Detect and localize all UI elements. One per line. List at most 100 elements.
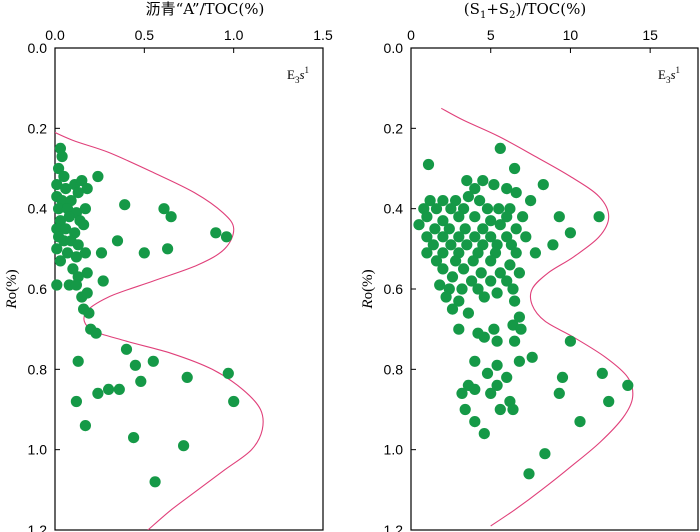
x-tick-label-left: 0.5: [135, 27, 155, 43]
x-ticks-left: 0.0 0.5 1.0 1.5: [45, 27, 333, 53]
data-point-left: [228, 395, 240, 408]
data-point-right: [469, 383, 481, 395]
y-axis-label-right: Ro(%): [360, 269, 376, 309]
data-point-right: [469, 211, 481, 223]
data-point-left: [58, 170, 70, 183]
data-point-right: [485, 215, 497, 227]
data-point-left: [95, 247, 108, 259]
data-point-right: [488, 323, 500, 335]
x-tick-label-left: 1.0: [224, 27, 244, 43]
data-point-right: [510, 223, 522, 235]
data-point-right: [485, 255, 497, 267]
data-point-right: [459, 403, 471, 416]
data-point-left: [222, 367, 234, 379]
x-tick-label-right: 10: [563, 27, 579, 43]
data-point-right: [437, 195, 449, 207]
data-point-right: [491, 359, 503, 371]
data-point-right: [445, 203, 457, 215]
data-point-right: [421, 231, 433, 243]
data-point-right: [437, 263, 449, 275]
data-point-right: [472, 283, 484, 295]
x-tick-label-left: 1.5: [313, 27, 333, 43]
data-point-left: [78, 219, 90, 231]
y-tick-label-left: 0.4: [28, 201, 48, 217]
data-point-right: [422, 158, 435, 171]
chart-title-left: 沥青“A”/TOC(%): [146, 0, 265, 18]
data-point-left: [97, 275, 109, 287]
data-point-left: [70, 251, 82, 263]
data-point-left: [210, 227, 222, 239]
data-point-right: [523, 468, 535, 480]
y-tick-label-right: 0.0: [384, 40, 404, 56]
data-point-left: [72, 355, 84, 367]
data-point-left: [178, 440, 190, 452]
data-point-right: [507, 283, 519, 295]
y-tick-label-left: 0.0: [28, 40, 48, 56]
data-point-right: [459, 223, 471, 235]
scatter-points-right: [413, 142, 634, 480]
panel-left: 沥青“A”/TOC(%) E3s1 Ro(%) 0.0 0.5 1.0 1.5 0.0…: [4, 0, 333, 532]
data-point-left: [120, 343, 133, 355]
data-point-right: [478, 428, 490, 440]
panel-right: (S1+S2)/TOC(%) E3s1 Ro(%) 0 5 10 15 0.00.20…: [360, 0, 699, 532]
data-point-right: [501, 275, 513, 287]
data-point-right: [537, 179, 549, 191]
data-point-right: [434, 279, 446, 291]
data-point-left: [54, 255, 66, 267]
data-point-left: [53, 203, 65, 215]
y-tick-label-left: 0.8: [28, 361, 48, 377]
data-point-right: [517, 211, 529, 223]
data-point-right: [505, 239, 517, 251]
data-point-right: [481, 203, 494, 215]
data-point-right: [469, 183, 481, 195]
data-point-left: [63, 211, 75, 223]
data-point-right: [453, 231, 465, 243]
data-point-right: [510, 247, 522, 259]
data-point-right: [507, 403, 519, 416]
data-point-left: [111, 235, 124, 247]
data-point-right: [510, 187, 522, 199]
data-point-right: [477, 223, 489, 235]
data-point-right: [491, 379, 503, 391]
y-tick-label-right: 0.4: [384, 201, 404, 217]
data-point-left: [128, 432, 140, 444]
data-point-right: [501, 211, 513, 223]
data-point-left: [70, 395, 82, 408]
data-point-right: [556, 371, 569, 383]
plot-frame-left: [54, 47, 324, 531]
data-point-right: [494, 267, 506, 279]
data-point-left: [162, 243, 174, 255]
data-point-right: [520, 231, 532, 243]
data-point-left: [51, 279, 63, 291]
chart-title-right: (S1+S2)/TOC(%): [464, 0, 586, 21]
data-point-left: [81, 287, 93, 299]
data-point-right: [593, 211, 605, 223]
x-tick-label-left: 0.0: [45, 27, 65, 43]
data-point-left: [181, 371, 193, 383]
data-point-right: [469, 355, 481, 367]
data-point-left: [165, 211, 177, 223]
envelope-curve-right: [441, 107, 634, 527]
data-point-right: [491, 287, 503, 299]
data-point-left: [72, 239, 84, 251]
data-point-right: [494, 219, 506, 231]
data-point-left: [149, 476, 161, 488]
data-point-left: [81, 183, 93, 195]
data-point-right: [564, 335, 577, 347]
data-point-left: [61, 247, 74, 259]
data-point-right: [485, 275, 497, 287]
data-point-right: [437, 215, 449, 227]
data-point-right: [553, 387, 565, 399]
data-point-right: [513, 267, 526, 279]
envelope-curve-left: [55, 131, 264, 530]
data-point-left: [79, 420, 91, 432]
data-point-right: [461, 239, 473, 251]
y-tick-label-right: 1.0: [384, 442, 404, 458]
data-point-left: [53, 162, 65, 175]
data-point-right: [622, 379, 634, 391]
data-point-right: [429, 223, 441, 235]
data-point-right: [437, 231, 449, 243]
data-point-left: [113, 383, 125, 395]
data-point-right: [494, 403, 506, 416]
